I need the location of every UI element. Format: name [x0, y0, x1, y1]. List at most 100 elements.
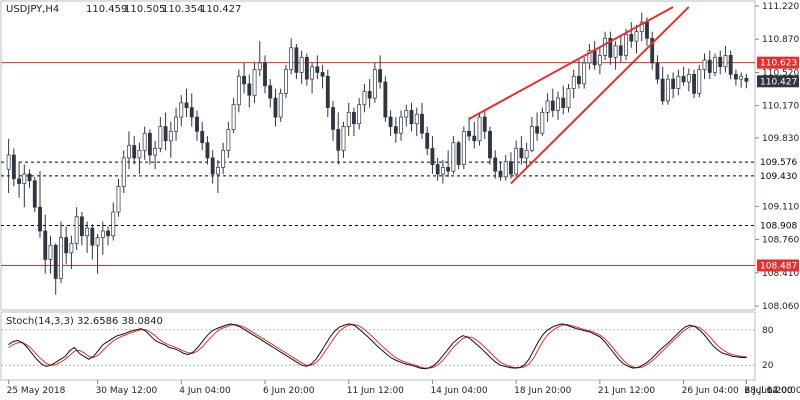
- candle-body: [524, 149, 529, 159]
- candle-body: [341, 126, 346, 151]
- candle-body: [147, 132, 152, 156]
- candle-body: [263, 62, 267, 87]
- candle-body: [200, 130, 205, 144]
- price-tick-label: 108.410: [762, 269, 799, 279]
- candle-body: [461, 130, 466, 165]
- candle-body: [608, 37, 613, 58]
- price-tag-label: 109.576: [760, 158, 797, 168]
- candle-body: [22, 173, 27, 184]
- candle-body: [27, 173, 32, 182]
- candle-body: [304, 56, 309, 80]
- candle-body: [629, 34, 634, 42]
- price-tick-label: 111.220: [762, 2, 799, 12]
- candle-body: [519, 148, 524, 159]
- time-tick-label: 3 Jul 12:00: [744, 386, 793, 396]
- price-tag-box: [757, 56, 799, 69]
- time-tick-label: 6 Jun 20:00: [263, 386, 315, 396]
- candle-body: [488, 130, 492, 159]
- candle-body: [383, 81, 388, 118]
- ohlc-open: 110.459: [86, 4, 127, 15]
- candle-body: [388, 116, 393, 127]
- candle-body: [11, 154, 16, 180]
- candle-body: [132, 145, 137, 159]
- candle-body: [686, 74, 691, 83]
- candle-body: [95, 237, 100, 246]
- candle-body: [430, 148, 435, 165]
- candle-body: [346, 111, 351, 127]
- candle-body: [561, 97, 566, 108]
- candle-body: [331, 107, 335, 130]
- candle-body: [100, 230, 105, 238]
- trendlines[interactable]: [468, 6, 690, 185]
- candle-body: [74, 216, 79, 244]
- candle-body: [420, 113, 424, 134]
- candle-body: [393, 126, 398, 134]
- candle-body: [676, 75, 681, 89]
- trendline-lower[interactable]: [510, 6, 690, 185]
- candle-body: [273, 97, 278, 118]
- price-tick-label: 108.760: [762, 236, 799, 246]
- candle-body: [655, 62, 660, 80]
- stoch-label: Stoch(14,3,3) 32.6586 38.0840: [6, 316, 163, 327]
- candle-body: [650, 37, 655, 64]
- candle-body: [111, 211, 116, 237]
- candle-body: [571, 75, 576, 89]
- candles: [6, 12, 749, 295]
- candle-body: [660, 78, 665, 102]
- candle-body: [127, 145, 131, 159]
- candle-body: [278, 92, 283, 118]
- time-tick-label: 28 Jun 20:00: [744, 386, 800, 396]
- trendline-upper[interactable]: [468, 6, 674, 120]
- candle-body: [582, 62, 587, 85]
- horizontal-levels[interactable]: [1, 62, 755, 266]
- main-pane-frame: [0, 0, 756, 311]
- time-axis: 25 May 2018 30 May 12:00 4 Jun 04:00 6 Jun …: [7, 380, 800, 396]
- candle-body: [545, 100, 550, 113]
- price-tag-box: [757, 169, 799, 182]
- candle-body: [739, 75, 744, 80]
- candle-body: [613, 45, 618, 58]
- candle-body: [718, 56, 723, 68]
- candle-body: [639, 21, 644, 32]
- candle-body: [315, 66, 320, 73]
- candle-body: [142, 132, 147, 151]
- candle-body: [357, 104, 362, 125]
- candle-body: [372, 69, 377, 99]
- candle-body: [299, 56, 304, 73]
- candle-body: [467, 130, 471, 137]
- symbol-label: USDJPY,H4: [6, 4, 59, 15]
- price-tick-label: 110.520: [762, 68, 799, 78]
- candle-body: [153, 148, 158, 156]
- candle-body: [48, 244, 53, 260]
- candle-body: [681, 75, 686, 83]
- ohlc-header: 110.459 110.505 110.354 110.427: [86, 4, 241, 15]
- candle-body: [493, 157, 498, 172]
- candle-body: [116, 186, 121, 213]
- candle-body: [624, 34, 628, 56]
- candle-body: [121, 157, 126, 187]
- price-tick-label: 109.110: [762, 202, 799, 212]
- candle-body: [179, 102, 184, 118]
- stoch-level-label: 20: [762, 361, 774, 371]
- candle-body: [399, 116, 403, 134]
- candle-body: [362, 91, 367, 106]
- candle-body: [247, 83, 252, 96]
- candle-body: [64, 237, 69, 254]
- candle-body: [106, 230, 110, 237]
- candle-body: [697, 69, 702, 94]
- candle-body: [168, 130, 173, 142]
- candle-body: [577, 75, 581, 85]
- candle-body: [90, 227, 95, 246]
- price-tag-box: [757, 156, 799, 169]
- candle-body: [550, 100, 555, 111]
- candle-body: [733, 74, 738, 80]
- candle-body: [158, 126, 163, 149]
- ohlc-high: 110.505: [124, 4, 165, 15]
- candle-body: [215, 167, 220, 175]
- candle-body: [425, 132, 430, 149]
- candle-body: [634, 31, 639, 42]
- candle-body: [257, 62, 262, 70]
- stoch-pane-frame: [0, 311, 756, 381]
